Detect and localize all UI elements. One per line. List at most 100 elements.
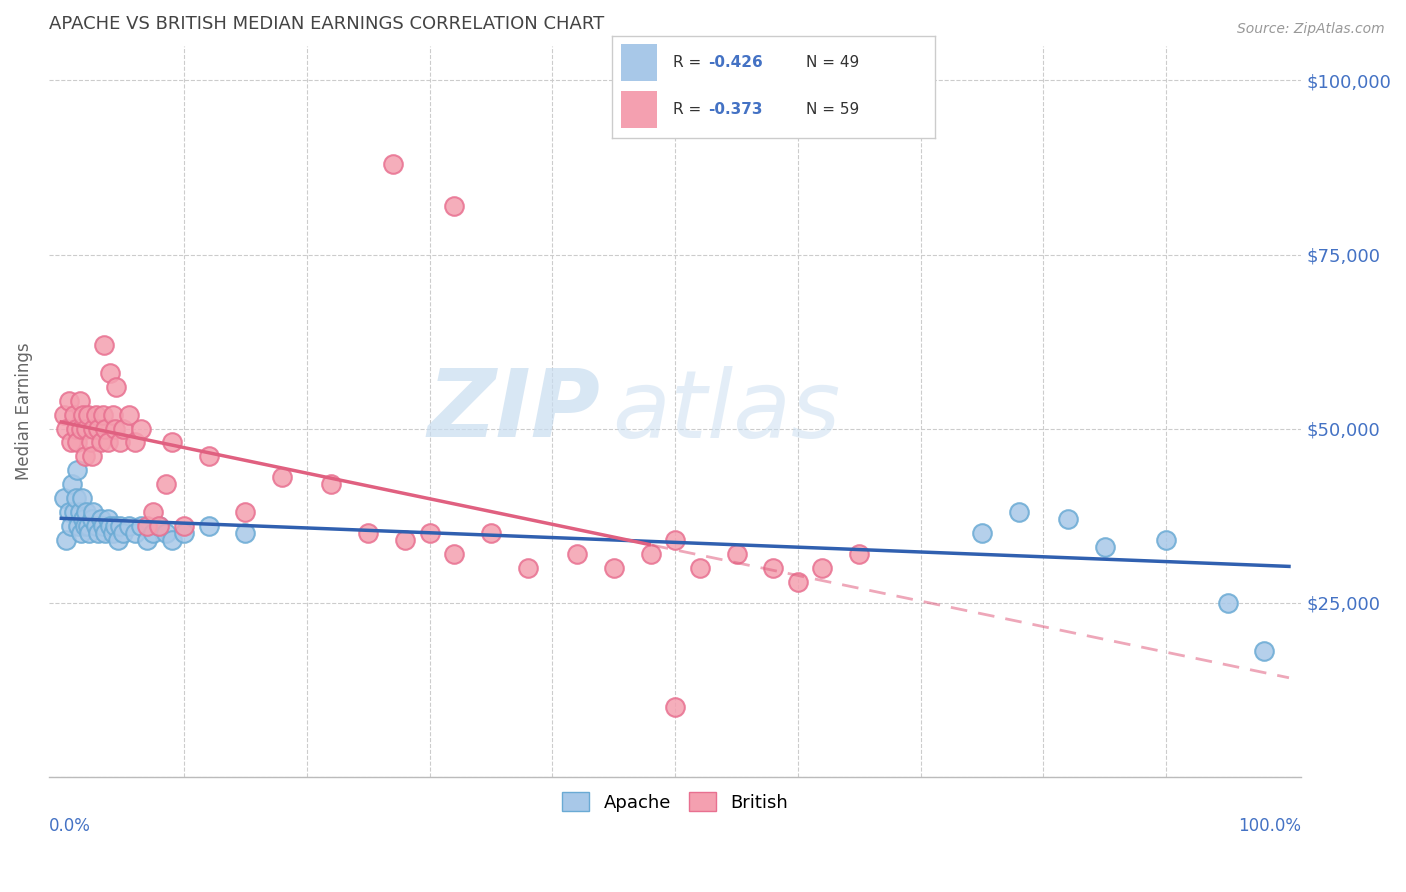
Point — [97, 435, 120, 450]
Point — [148, 519, 170, 533]
Point — [72, 512, 94, 526]
Point — [91, 519, 114, 533]
Point — [848, 547, 870, 561]
Point — [173, 526, 195, 541]
Point — [52, 408, 75, 422]
Point — [1216, 596, 1239, 610]
Point — [98, 519, 121, 533]
Point — [87, 526, 110, 541]
Point — [160, 435, 183, 450]
Text: R =: R = — [673, 102, 706, 117]
Point — [105, 380, 128, 394]
Point — [80, 450, 103, 464]
Point — [62, 505, 84, 519]
Legend: Apache, British: Apache, British — [555, 785, 796, 819]
Point — [129, 519, 152, 533]
Point — [94, 421, 117, 435]
Text: atlas: atlas — [613, 366, 841, 457]
Point — [155, 526, 177, 541]
Point — [129, 421, 152, 435]
Point — [235, 526, 257, 541]
Point — [60, 477, 83, 491]
Point — [73, 519, 96, 533]
Point — [60, 435, 83, 450]
Point — [101, 526, 124, 541]
Point — [66, 463, 89, 477]
Text: Source: ZipAtlas.com: Source: ZipAtlas.com — [1237, 22, 1385, 37]
Point — [664, 533, 686, 547]
Point — [75, 505, 97, 519]
Point — [148, 519, 170, 533]
Point — [77, 519, 100, 533]
Text: -0.373: -0.373 — [709, 102, 763, 117]
Point — [104, 519, 127, 533]
Point — [101, 408, 124, 422]
Point — [321, 477, 343, 491]
Point — [104, 421, 127, 435]
Point — [136, 519, 159, 533]
Point — [55, 421, 77, 435]
Point — [565, 547, 588, 561]
Point — [67, 519, 90, 533]
Point — [197, 519, 219, 533]
Point — [603, 561, 626, 575]
Point — [664, 700, 686, 714]
Bar — [621, 44, 657, 81]
Point — [94, 526, 117, 541]
Point — [69, 393, 91, 408]
Point — [62, 408, 84, 422]
Point — [65, 421, 87, 435]
Point — [381, 157, 404, 171]
Point — [173, 519, 195, 533]
Point — [58, 505, 80, 519]
Point — [69, 505, 91, 519]
Point — [84, 519, 107, 533]
Point — [1094, 540, 1116, 554]
Point — [142, 505, 165, 519]
Text: APACHE VS BRITISH MEDIAN EARNINGS CORRELATION CHART: APACHE VS BRITISH MEDIAN EARNINGS CORREL… — [49, 15, 605, 33]
Point — [725, 547, 748, 561]
Point — [108, 435, 131, 450]
Point — [55, 533, 77, 547]
Point — [90, 512, 112, 526]
Point — [160, 533, 183, 547]
Point — [357, 526, 380, 541]
Point — [80, 435, 103, 450]
Text: N = 59: N = 59 — [806, 102, 859, 117]
Point — [111, 526, 134, 541]
Y-axis label: Median Earnings: Median Earnings — [15, 343, 32, 480]
Text: R =: R = — [673, 54, 706, 70]
Point — [443, 199, 465, 213]
Bar — [621, 91, 657, 128]
Point — [70, 421, 93, 435]
Point — [107, 533, 129, 547]
Point — [58, 393, 80, 408]
Point — [65, 491, 87, 505]
Point — [111, 421, 134, 435]
Point — [235, 505, 257, 519]
Point — [1253, 644, 1275, 658]
Point — [271, 470, 294, 484]
Point — [640, 547, 662, 561]
Point — [124, 435, 146, 450]
Point — [479, 526, 502, 541]
Point — [118, 408, 141, 422]
Point — [155, 477, 177, 491]
Point — [136, 533, 159, 547]
Point — [108, 519, 131, 533]
Point — [98, 366, 121, 380]
Point — [72, 408, 94, 422]
Point — [52, 491, 75, 505]
Point — [97, 512, 120, 526]
Text: ZIP: ZIP — [427, 365, 600, 457]
Point — [443, 547, 465, 561]
Point — [70, 491, 93, 505]
Point — [93, 338, 115, 352]
Point — [516, 561, 538, 575]
Point — [75, 421, 97, 435]
Point — [77, 408, 100, 422]
Point — [394, 533, 416, 547]
Point — [82, 505, 104, 519]
Point — [82, 421, 104, 435]
Point — [70, 526, 93, 541]
